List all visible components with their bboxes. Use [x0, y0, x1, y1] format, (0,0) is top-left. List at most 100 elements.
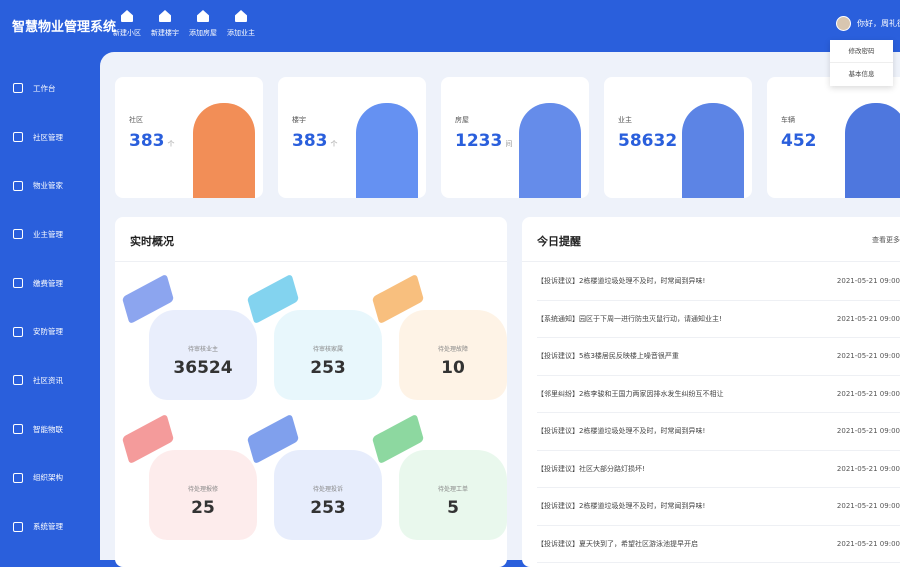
overview-stat[interactable]: 待处理投诉 253: [246, 413, 382, 540]
sidebar-item-4[interactable]: 缴费管理: [0, 259, 100, 308]
building-icon: [159, 10, 171, 22]
avatar: [836, 16, 851, 31]
reminder-text: 【系统通知】园区于下周一进行防虫灭鼠行动，请通知业主!: [537, 314, 722, 323]
reminder-time: 2021-05-21 09:00: [836, 427, 900, 436]
sidebar-item-label: 社区资讯: [33, 375, 63, 385]
sidebar-item-6[interactable]: 社区资讯: [0, 356, 100, 405]
nav-icon: [13, 375, 23, 386]
menu-basic-info[interactable]: 基本信息: [848, 70, 875, 78]
stat-cube-icon: [121, 273, 175, 325]
sidebar-item-2[interactable]: 物业管家: [0, 161, 100, 210]
reminder-text: 【投诉建议】5栋3楼居民反映楼上噪音很严重: [537, 352, 679, 361]
quick-action-label: 添加业主: [227, 29, 255, 37]
main-content: 社区 383 个 楼宇 383 个 房屋 1233 间 业主 58632 车辆 452 实时概况 待审核…: [100, 52, 900, 567]
reminder-text: 【投诉建议】2栋楼道垃圾处理不及时，时常闻到异味!: [537, 427, 706, 436]
reminders-panel: 今日提醒 查看更多 【投诉建议】2栋楼道垃圾处理不及时，时常闻到异味! 2021-…: [522, 217, 900, 567]
quick-action-1[interactable]: 新建楼宇: [145, 10, 185, 38]
reminder-time: 2021-05-21 09:00: [836, 352, 900, 361]
card-illustration: [193, 103, 255, 198]
reminder-item[interactable]: 【系统通知】园区于下周一进行防虫灭鼠行动，请通知业主! 2021-05-21 09…: [537, 301, 900, 338]
sidebar-item-9[interactable]: 系统管理: [0, 502, 100, 551]
stat-label: 待处理故障: [437, 346, 468, 353]
sidebar-item-3[interactable]: 业主管理: [0, 210, 100, 259]
quick-action-0[interactable]: 新建小区: [107, 10, 147, 38]
reminders-title: 今日提醒: [537, 235, 581, 248]
overview-stat[interactable]: 待处理报修 25: [121, 413, 257, 540]
nav-icon: [13, 424, 23, 435]
nav-icon: [13, 278, 23, 289]
sidebar-item-5[interactable]: 安防管理: [0, 307, 100, 356]
sidebar-item-1[interactable]: 社区管理: [0, 113, 100, 162]
stat-card[interactable]: 车辆 452: [767, 77, 900, 198]
stat-value: 25: [191, 498, 215, 518]
reminder-item[interactable]: 【邻里纠纷】2栋李骏和王国力两家因排水发生纠纷互不相让 2021-05-21 09…: [537, 376, 900, 413]
stat-cube-icon: [121, 413, 175, 465]
stat-value: 36524: [173, 358, 233, 378]
reminder-time: 2021-05-21 09:00: [836, 502, 900, 511]
overview-stat[interactable]: 待审核家属 253: [246, 273, 382, 400]
reminder-text: 【投诉建议】2栋楼道垃圾处理不及时，时常闻到异味!: [537, 502, 706, 511]
sidebar-item-label: 业主管理: [33, 229, 63, 239]
card-value: 452: [781, 131, 817, 151]
card-label: 楼宇: [292, 116, 306, 124]
user-add-icon: [235, 10, 247, 22]
nav-icon: [13, 472, 23, 483]
overview-stat[interactable]: 待审核业主 36524: [121, 273, 257, 400]
card-value: 383 个: [292, 131, 338, 151]
card-label: 车辆: [781, 116, 795, 124]
sidebar-item-label: 社区管理: [33, 132, 63, 142]
quick-action-label: 添加房屋: [189, 29, 217, 37]
quick-action-3[interactable]: 添加业主: [221, 10, 261, 38]
greeting: 你好，周礼德: [857, 19, 900, 28]
user-menu[interactable]: 你好，周礼德: [836, 16, 900, 31]
reminder-item[interactable]: 【投诉建议】2栋楼道垃圾处理不及时，时常闻到异味! 2021-05-21 09:0…: [537, 263, 900, 301]
overview-title: 实时概况: [130, 235, 174, 248]
card-value: 1233 间: [455, 131, 513, 151]
reminder-item[interactable]: 【投诉建议】社区大部分路灯损坏! 2021-05-21 09:00: [537, 451, 900, 488]
sidebar-item-0[interactable]: 工作台: [0, 64, 100, 113]
reminder-text: 【邻里纠纷】2栋李骏和王国力两家因排水发生纠纷互不相让: [537, 389, 724, 398]
stat-label: 待处理工单: [437, 486, 468, 493]
reminder-text: 【投诉建议】夏天快到了，希望社区游泳池提早开启: [537, 539, 698, 548]
stat-label: 待处理投诉: [312, 486, 343, 493]
sidebar-item-label: 缴费管理: [33, 278, 63, 288]
reminder-text: 【投诉建议】社区大部分路灯损坏!: [537, 464, 645, 473]
stat-card[interactable]: 业主 58632: [604, 77, 752, 198]
sidebar-item-label: 工作台: [33, 83, 56, 93]
view-more-link[interactable]: 查看更多: [872, 236, 900, 244]
sidebar-item-label: 安防管理: [33, 327, 63, 337]
reminder-item[interactable]: 【投诉建议】夏天快到了，希望社区游泳池提早开启 2021-05-21 09:00: [537, 526, 900, 563]
reminder-item[interactable]: 【投诉建议】2栋楼道垃圾处理不及时，时常闻到异味! 2021-05-21 09:0…: [537, 413, 900, 451]
card-label: 社区: [129, 116, 143, 124]
stat-card[interactable]: 社区 383 个: [115, 77, 263, 198]
stat-label: 待处理报修: [187, 486, 218, 493]
overview-panel: 实时概况 待审核业主 36524 待审核家属 253 待处理故障 10 待处理报修 25 待处理…: [115, 217, 507, 567]
sidebar-item-label: 系统管理: [33, 522, 63, 532]
reminder-item[interactable]: 【投诉建议】5栋3楼居民反映楼上噪音很严重 2021-05-21 09:00: [537, 338, 900, 376]
stat-card[interactable]: 房屋 1233 间: [441, 77, 589, 198]
stat-value: 253: [310, 358, 346, 378]
quick-action-label: 新建楼宇: [151, 29, 179, 37]
sidebar-item-7[interactable]: 智能物联: [0, 405, 100, 454]
nav-icon: [13, 132, 23, 143]
card-illustration: [519, 103, 581, 198]
user-dropdown: 修改密码 基本信息: [830, 40, 893, 86]
stat-label: 待审核业主: [187, 346, 218, 353]
quick-action-label: 新建小区: [113, 29, 141, 37]
overview-stat[interactable]: 待处理工单 5: [371, 413, 507, 540]
reminder-time: 2021-05-21 09:00: [836, 389, 900, 398]
menu-change-password[interactable]: 修改密码: [830, 40, 893, 63]
reminder-time: 2021-05-21 09:00: [836, 464, 900, 473]
overview-stat[interactable]: 待处理故障 10: [371, 273, 507, 400]
stat-label: 待审核家属: [312, 346, 343, 353]
reminder-item[interactable]: 【投诉建议】2栋楼道垃圾处理不及时，时常闻到异味! 2021-05-21 09:0…: [537, 488, 900, 526]
card-illustration: [682, 103, 744, 198]
sidebar-item-label: 智能物联: [33, 424, 63, 434]
nav-icon: [13, 229, 23, 240]
card-value: 383 个: [129, 131, 175, 151]
card-label: 房屋: [455, 116, 469, 124]
sidebar-item-8[interactable]: 组织架构: [0, 454, 100, 503]
stat-card[interactable]: 楼宇 383 个: [278, 77, 426, 198]
quick-action-2[interactable]: 添加房屋: [183, 10, 223, 38]
stat-value: 5: [447, 498, 459, 518]
